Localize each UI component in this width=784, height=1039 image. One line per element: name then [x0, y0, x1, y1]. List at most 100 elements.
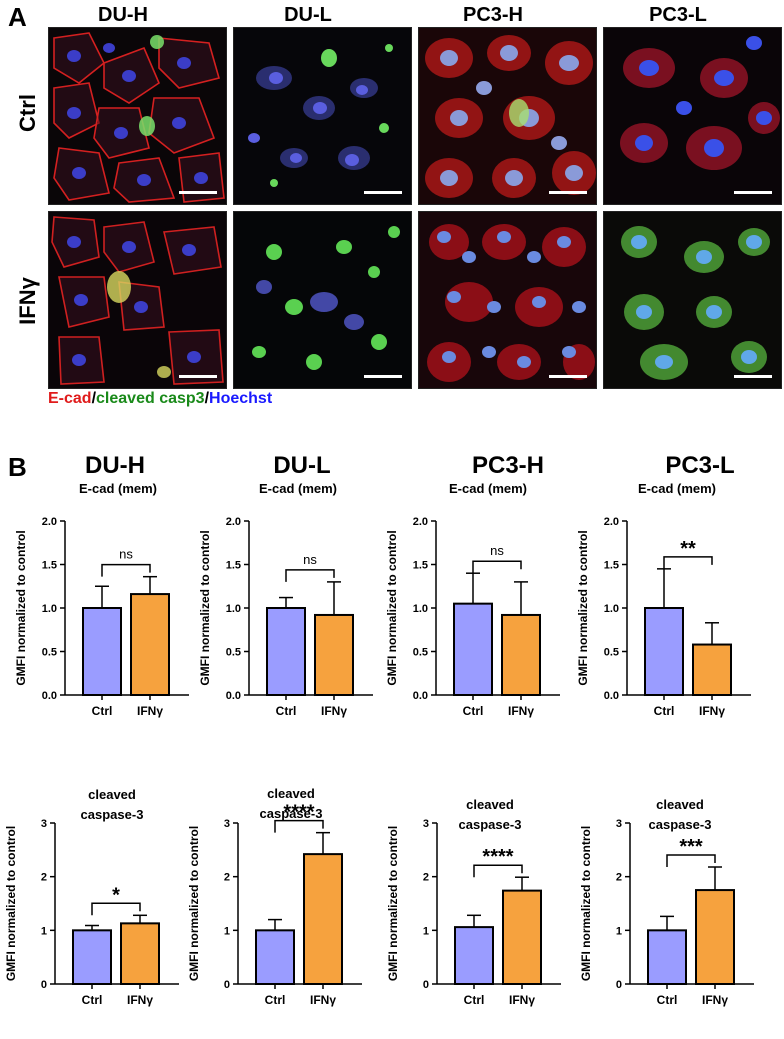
- y-axis-label-3: GMFI normalized to control: [576, 530, 590, 685]
- significance-label-6: ****: [482, 846, 513, 868]
- chart-title-4-line-1: caspase-3: [81, 807, 144, 822]
- y-tick-label-4-0: 0: [41, 979, 47, 991]
- legend-cleaved-casp3: cleaved casp3: [96, 390, 205, 407]
- micrograph-pc3-l-ifng: [603, 211, 782, 389]
- bar-0-0: [82, 607, 122, 696]
- y-tick-label-0-1: 0.5: [42, 647, 57, 659]
- y-tick-label-3-0: 0.0: [604, 690, 619, 702]
- bar-4-1: [120, 922, 160, 986]
- x-tick-label-5-1: IFNγ: [310, 993, 336, 1007]
- significance-bracket-6: [473, 864, 523, 878]
- panel-a-label: A: [8, 2, 27, 32]
- y-tick-label-4-1: 1: [41, 925, 47, 937]
- x-tick-label-4-0: Ctrl: [82, 993, 103, 1007]
- row-title-ctrl: Ctrl: [15, 94, 40, 132]
- legend-separator-2: /: [204, 390, 210, 407]
- micrograph-pc3-l-ctrl: [603, 27, 782, 205]
- column-title-pc3-l: PC3-L: [649, 4, 707, 26]
- y-tick-label-7-3: 3: [616, 818, 622, 830]
- micrograph-du-h-ctrl: [48, 27, 227, 205]
- bar-1-0: [266, 607, 306, 696]
- y-tick-label-5-3: 3: [224, 818, 230, 830]
- x-tick-label-3-0: Ctrl: [654, 704, 675, 718]
- significance-label-2: ns: [490, 543, 504, 558]
- x-tick-label-1-1: IFNγ: [321, 704, 347, 718]
- bar-6-0: [454, 926, 494, 986]
- y-tick-label-1-4: 2.0: [226, 516, 241, 528]
- significance-bracket-2: [472, 560, 522, 574]
- y-tick-label-3-4: 2.0: [604, 516, 619, 528]
- significance-bracket-5: [274, 819, 324, 833]
- bar-6-1: [502, 889, 542, 985]
- bar-1-1: [314, 613, 354, 697]
- micrograph-legend: E-cad/cleaved casp3/Hoechst: [48, 390, 272, 408]
- significance-bracket-1: [285, 569, 335, 582]
- x-tick-label-3-1: IFNγ: [699, 704, 725, 718]
- chart-title-6-line-1: caspase-3: [459, 817, 522, 832]
- y-axis-label-6: GMFI normalized to control: [386, 826, 400, 981]
- micrograph-pc3-h-ctrl: [418, 27, 597, 205]
- column-title-du-h: DU-H: [98, 4, 148, 26]
- y-tick-label-5-1: 1: [224, 925, 230, 937]
- micrograph-du-l-ifng: [233, 211, 412, 389]
- x-tick-label-6-1: IFNγ: [509, 993, 535, 1007]
- y-tick-label-0-2: 1.0: [42, 603, 57, 615]
- bar-4-0: [72, 929, 112, 985]
- significance-label-5: ****: [283, 802, 314, 824]
- bar-2-1: [501, 613, 541, 697]
- significance-label-1: ns: [303, 552, 317, 567]
- y-axis-label-4: GMFI normalized to control: [4, 826, 18, 981]
- bar-2-0: [453, 602, 493, 697]
- y-tick-label-0-4: 2.0: [42, 516, 57, 528]
- x-tick-label-4-1: IFNγ: [127, 993, 153, 1007]
- group-title-du-l: DU-L: [273, 452, 331, 479]
- y-tick-label-4-3: 3: [41, 818, 47, 830]
- x-tick-label-5-0: Ctrl: [265, 993, 286, 1007]
- y-tick-label-2-3: 1.5: [413, 560, 428, 572]
- y-tick-label-1-2: 1.0: [226, 603, 241, 615]
- y-axis-label-1: GMFI normalized to control: [198, 530, 212, 685]
- y-tick-label-0-0: 0.0: [42, 690, 57, 702]
- y-tick-label-3-2: 1.0: [604, 603, 619, 615]
- chart-title-2-line-0: E-cad (mem): [449, 481, 527, 496]
- y-tick-label-6-2: 2: [423, 872, 429, 884]
- y-tick-label-1-3: 1.5: [226, 560, 241, 572]
- panel-b-label: B: [8, 452, 27, 482]
- y-tick-label-6-3: 3: [423, 818, 429, 830]
- column-title-du-l: DU-L: [284, 4, 332, 26]
- group-title-pc3-l: PC3-L: [665, 452, 735, 479]
- significance-bracket-7: [666, 854, 716, 868]
- x-tick-label-7-1: IFNγ: [702, 993, 728, 1007]
- y-tick-label-2-1: 0.5: [413, 647, 428, 659]
- chart-title-7-line-0: cleaved: [656, 797, 704, 812]
- legend-ecad: E-cad: [48, 390, 92, 407]
- legend-separator-1: /: [91, 390, 97, 407]
- y-tick-label-2-4: 2.0: [413, 516, 428, 528]
- y-tick-label-3-3: 1.5: [604, 560, 619, 572]
- y-tick-label-1-0: 0.0: [226, 690, 241, 702]
- y-axis-label-2: GMFI normalized to control: [385, 530, 399, 685]
- y-tick-label-6-1: 1: [423, 925, 429, 937]
- y-tick-label-7-1: 1: [616, 925, 622, 937]
- micrograph-du-l-ctrl: [233, 27, 412, 205]
- y-tick-label-2-0: 0.0: [413, 690, 428, 702]
- significance-label-3: **: [680, 538, 696, 560]
- y-axis-label-5: GMFI normalized to control: [187, 826, 201, 981]
- significance-label-0: ns: [119, 547, 133, 562]
- bar-7-1: [695, 889, 735, 985]
- legend-hoechst: Hoechst: [209, 390, 273, 407]
- x-tick-label-2-0: Ctrl: [463, 704, 484, 718]
- group-title-pc3-h: PC3-H: [471, 452, 544, 479]
- chart-title-5-line-0: cleaved: [267, 786, 315, 801]
- bar-5-1: [303, 853, 343, 985]
- column-title-pc3-h: PC3-H: [462, 4, 523, 26]
- chart-title-0-line-0: E-cad (mem): [79, 481, 157, 496]
- bar-5-0: [255, 929, 295, 985]
- chart-title-3-line-0: E-cad (mem): [638, 481, 716, 496]
- y-tick-label-6-0: 0: [423, 979, 429, 991]
- chart-title-1-line-0: E-cad (mem): [259, 481, 337, 496]
- y-tick-label-5-2: 2: [224, 872, 230, 884]
- x-tick-label-2-1: IFNγ: [508, 704, 534, 718]
- y-tick-label-7-2: 2: [616, 872, 622, 884]
- row-title-ifng: IFNγ: [15, 277, 40, 325]
